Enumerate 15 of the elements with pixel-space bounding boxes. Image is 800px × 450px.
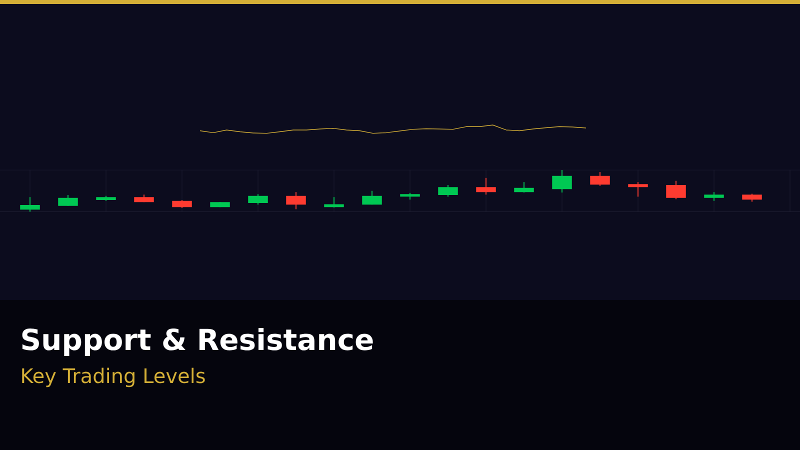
candlestick [286, 192, 306, 210]
candlestick [248, 194, 268, 206]
candlestick [552, 170, 572, 194]
candlestick [324, 196, 344, 208]
candlestick [666, 180, 686, 200]
candlestick [362, 190, 382, 206]
text: Support & Resistance [22, 328, 373, 356]
candlestick [514, 182, 534, 194]
candlestick [438, 184, 458, 198]
text: Key Trading Levels [22, 368, 205, 388]
candlestick [476, 177, 496, 196]
candlestick [58, 194, 78, 206]
candlestick [628, 182, 648, 198]
candlestick [20, 196, 40, 212]
candlestick [590, 172, 610, 186]
